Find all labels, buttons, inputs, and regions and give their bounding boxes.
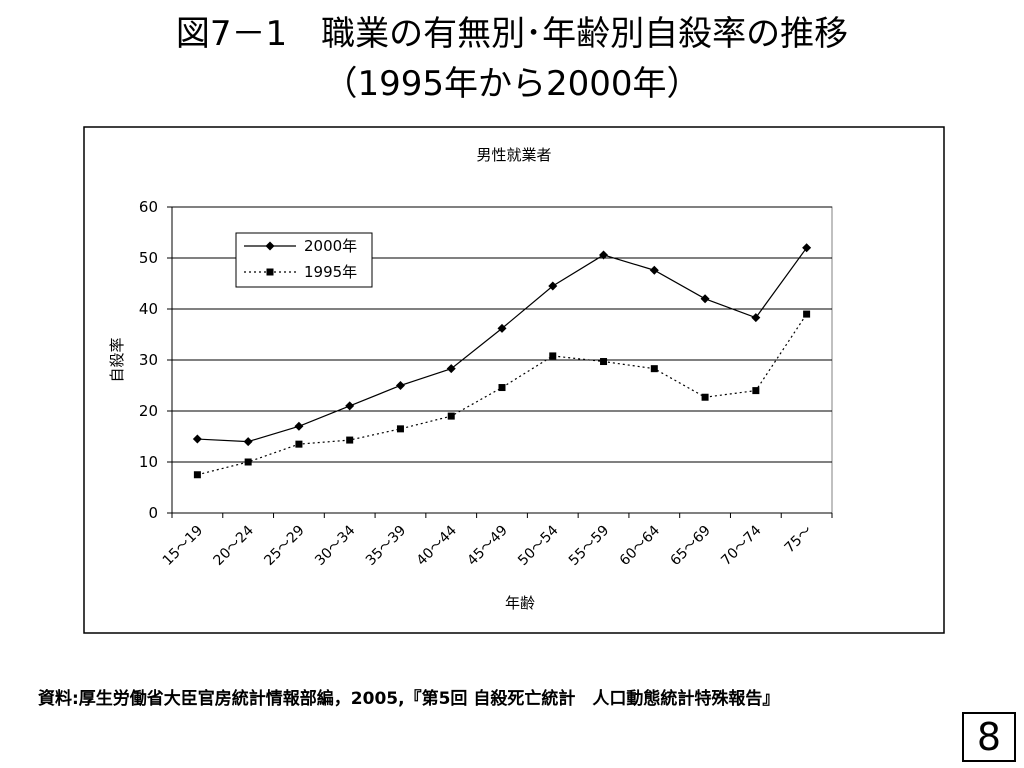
data-point-square <box>295 440 303 448</box>
chart-frame <box>83 126 945 634</box>
legend-label-0: 2000年 <box>304 237 357 255</box>
y-tick-label: 30 <box>139 351 158 369</box>
y-tick-label: 0 <box>148 504 158 522</box>
data-point-diamond <box>192 434 202 444</box>
slide-title-line2: （1995年から2000年） <box>323 64 701 104</box>
y-axis-label: 自殺率 <box>108 337 126 382</box>
chart-series <box>192 243 812 479</box>
data-point-diamond <box>548 281 558 291</box>
data-point-diamond <box>497 323 507 333</box>
data-point-square <box>244 458 252 466</box>
data-point-diamond <box>243 437 253 447</box>
data-point-square <box>498 384 506 392</box>
data-point-square <box>650 365 658 373</box>
data-point-square <box>447 412 455 420</box>
data-point-square <box>600 358 608 366</box>
data-point-square <box>396 425 404 433</box>
data-point-diamond <box>446 364 456 374</box>
page-number: 8 <box>962 712 1016 762</box>
data-point-diamond <box>802 243 812 253</box>
data-point-diamond <box>395 381 405 390</box>
y-tick-label: 10 <box>139 453 158 471</box>
data-point-diamond <box>649 265 659 275</box>
data-point-diamond <box>599 250 609 260</box>
legend-label-1: 1995年 <box>304 263 357 281</box>
legend-box <box>235 232 373 288</box>
chart-title: 男性就業者 <box>476 146 551 164</box>
data-point-diamond <box>751 313 761 323</box>
data-point-square <box>346 436 354 444</box>
y-tick-label: 40 <box>139 300 158 318</box>
data-point-square <box>193 471 201 479</box>
data-point-diamond <box>294 421 304 431</box>
data-point-diamond <box>265 241 275 251</box>
data-point-diamond <box>700 294 710 304</box>
y-tick-label: 50 <box>139 249 158 267</box>
y-tick-label: 20 <box>139 402 158 420</box>
data-point-square <box>752 387 760 395</box>
y-tick-label: 60 <box>139 198 158 216</box>
data-point-square <box>266 268 274 276</box>
chart-legend: 2000年 1995年 <box>235 232 373 288</box>
y-axis-ticks: 0 10 20 30 40 50 60 <box>139 198 158 522</box>
data-point-square <box>803 310 811 318</box>
slide-title-line1: 図7－1 職業の有無別･年齢別自殺率の推移 <box>175 14 849 54</box>
data-point-diamond <box>345 401 355 411</box>
data-point-square <box>549 352 557 360</box>
source-citation: 資料:厚生労働省大臣官房統計情報部編，2005,『第5回 自殺死亡統計 人口動態… <box>38 689 780 709</box>
x-axis-label: 年齢 <box>505 594 535 612</box>
data-point-square <box>701 393 709 401</box>
